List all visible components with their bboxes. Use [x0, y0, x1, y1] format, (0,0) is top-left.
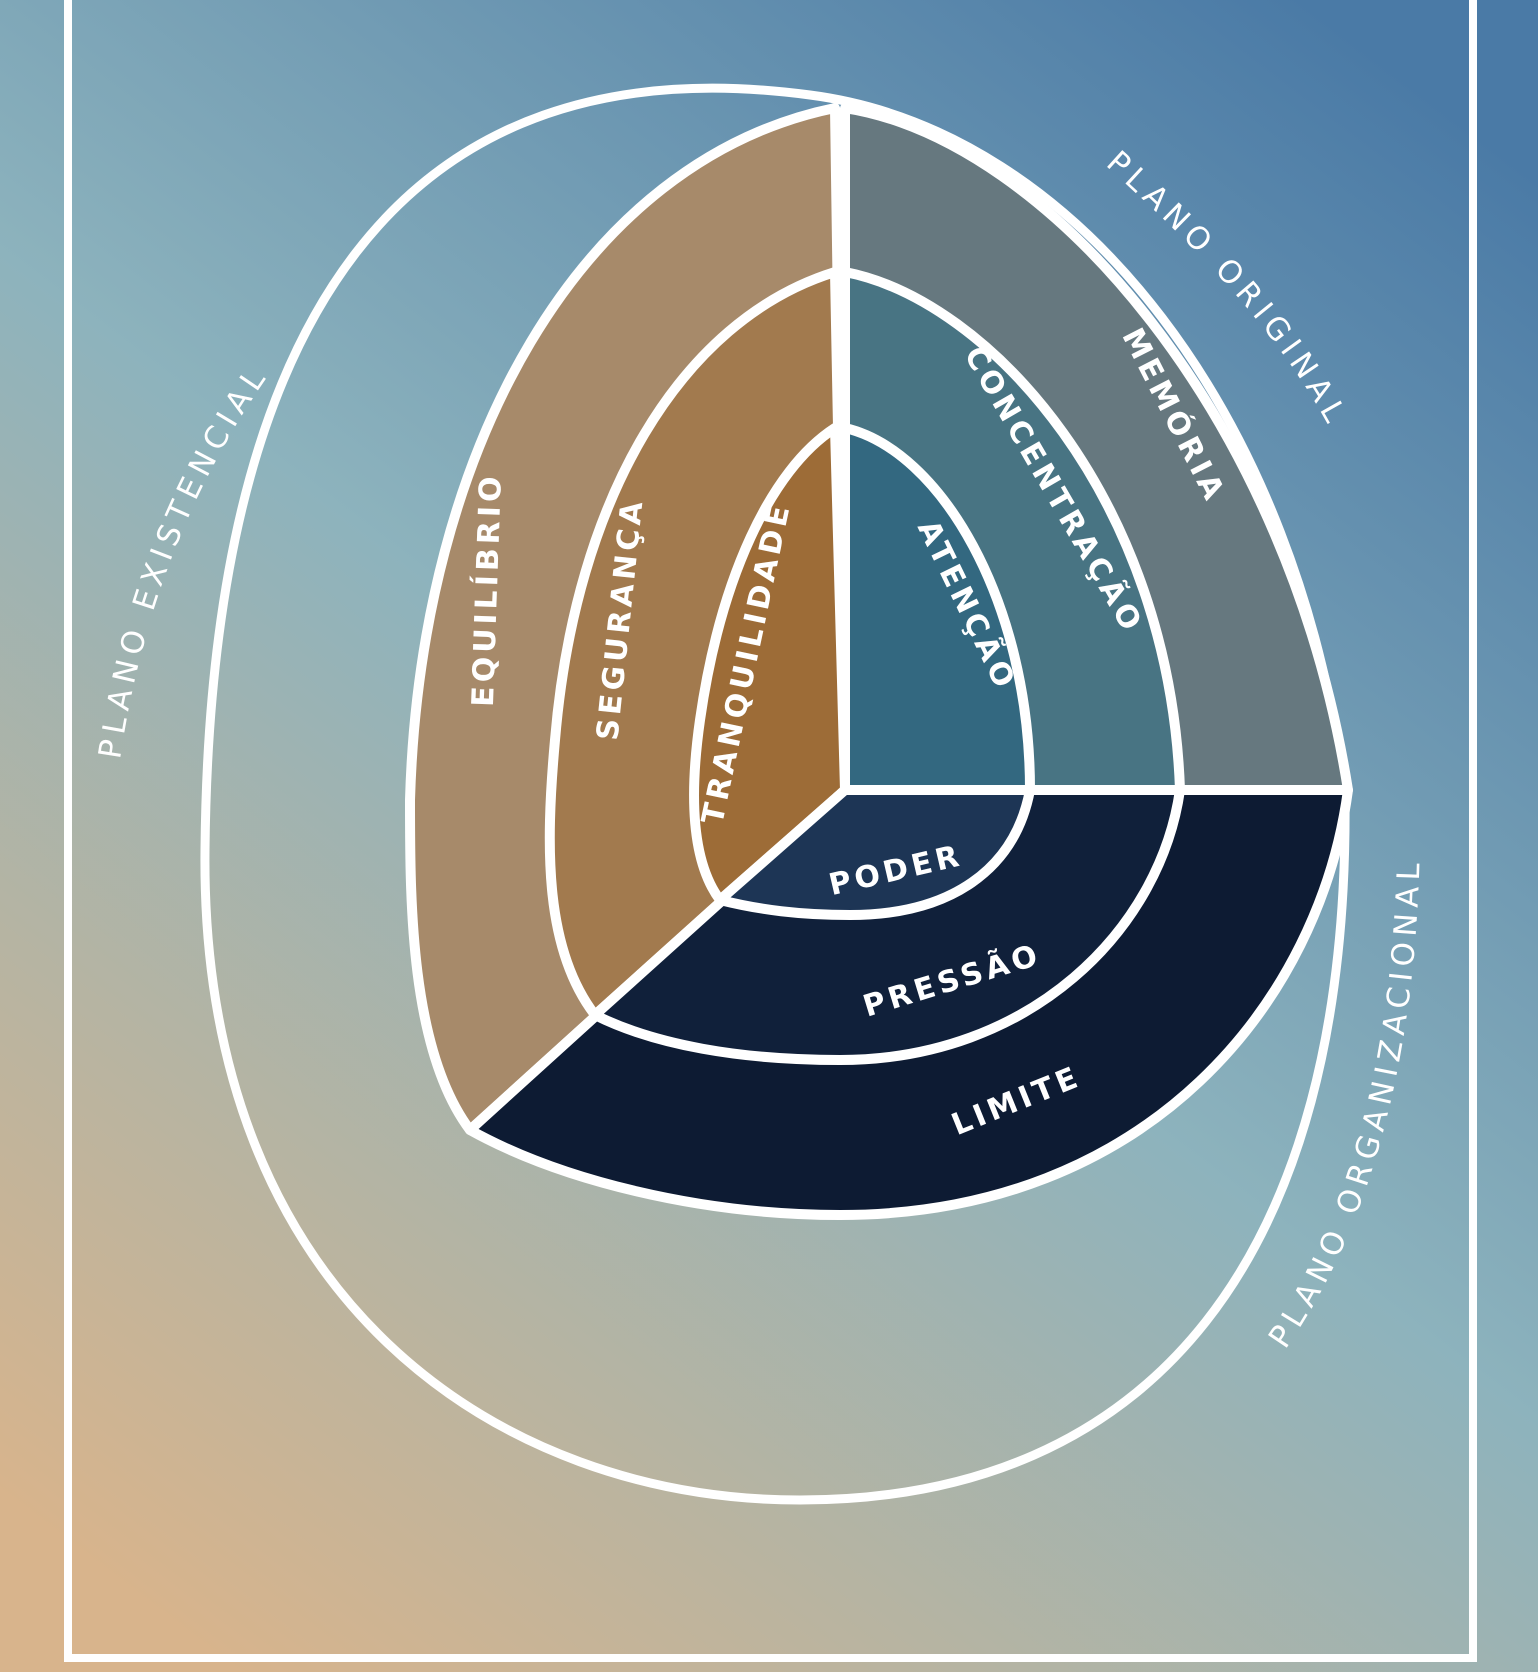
segment-poder: [715, 785, 1035, 920]
segment-tranquilidade: [689, 423, 850, 905]
segment-pressao: [590, 785, 1185, 1065]
frame: [64, 0, 1477, 1662]
existential-egg-outline: [200, 83, 1350, 1505]
label-equilibrio: EQUILÍBRIO: [465, 472, 509, 708]
segment-atencao: [840, 423, 1035, 795]
